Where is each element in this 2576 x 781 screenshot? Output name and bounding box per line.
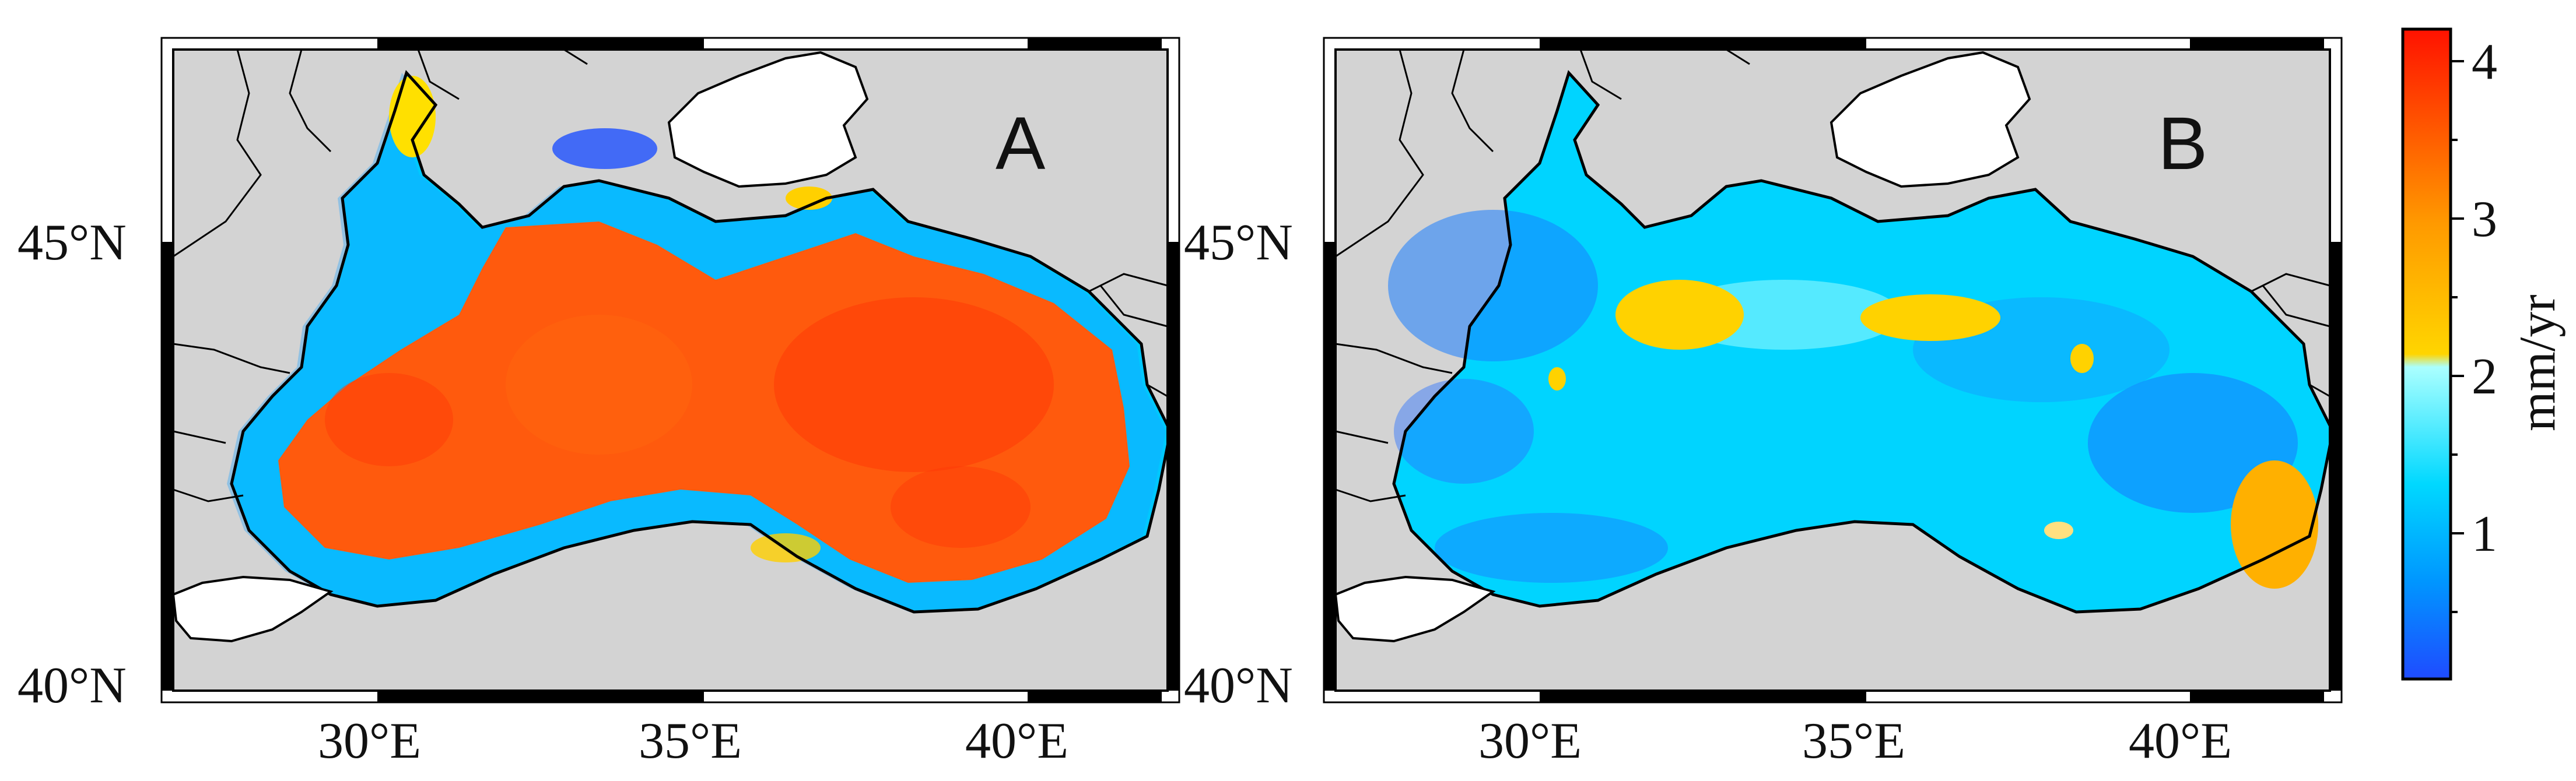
lat-label-40: 40°N [1184,657,1293,714]
lon-labels-a: 30°E 35°E 40°E [318,713,1068,769]
yellow-patch-east [2231,460,2318,589]
panel-label: B [2158,102,2207,185]
lat-labels-a: 45°N 40°N [17,214,127,714]
colorbar-tick-3: 3 [2472,191,2497,248]
colorbar-gradient [2401,27,2452,681]
colorbar: 4 3 2 1 mm/yr [2401,27,2566,681]
lon-label-40: 40°E [2129,713,2232,769]
panel-a: A [160,37,1180,703]
frame-ticks [162,38,1179,702]
lat-label-40: 40°N [17,657,127,714]
lon-label-35: 35°E [1802,713,1905,769]
lat-label-45: 45°N [1184,214,1293,271]
colorbar-tick-2: 2 [2472,349,2497,405]
lon-label-35: 35°E [639,713,742,769]
country-borders [1335,48,2330,502]
yellow-patch-west [1615,280,1744,350]
lon-label-40: 40°E [965,713,1068,769]
panel-label: A [996,102,1046,185]
lon-label-30: 30°E [318,713,421,769]
lat-label-45: 45°N [17,214,127,271]
yellow-patch-central [1860,294,2000,341]
colorbar-ticks [2451,60,2464,613]
country-borders [173,48,1168,502]
lon-label-30: 30°E [1478,713,1582,769]
panel-b: B [1323,37,2343,703]
lat-labels-b: 45°N 40°N [1184,214,1293,714]
colorbar-tick-1: 1 [2472,506,2497,562]
colorbar-tick-4: 4 [2472,34,2497,90]
colorbar-unit-label: mm/yr [2510,294,2566,431]
frame-ticks [1324,38,2342,702]
lon-labels-b: 30°E 35°E 40°E [1478,713,2232,769]
